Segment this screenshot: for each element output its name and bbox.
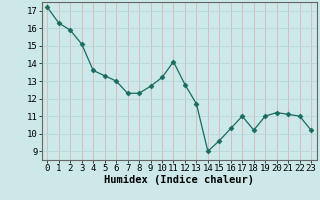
X-axis label: Humidex (Indice chaleur): Humidex (Indice chaleur) <box>104 175 254 185</box>
